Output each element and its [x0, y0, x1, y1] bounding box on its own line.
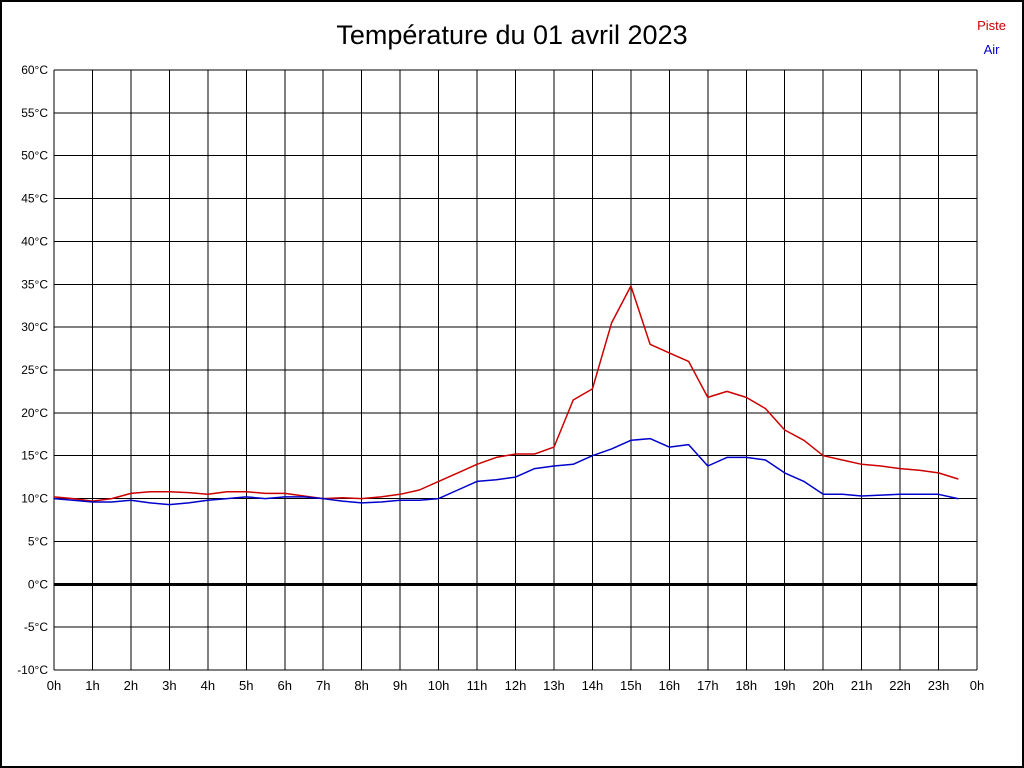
x-tick-label: 17h	[697, 678, 719, 693]
x-tick-label: 9h	[393, 678, 407, 693]
x-tick-label: 3h	[162, 678, 176, 693]
x-tick-label: 2h	[124, 678, 138, 693]
y-tick-label: -10°C	[17, 663, 48, 677]
y-tick-label: 0°C	[28, 577, 48, 591]
y-tick-label: 15°C	[21, 449, 48, 463]
y-tick-label: 30°C	[21, 320, 48, 334]
x-tick-label: 14h	[582, 678, 604, 693]
chart-title: Température du 01 avril 2023	[336, 20, 688, 50]
y-tick-label: -5°C	[24, 620, 48, 634]
x-tick-label: 21h	[851, 678, 873, 693]
x-tick-label: 6h	[278, 678, 292, 693]
legend-item-piste: Piste	[977, 18, 1006, 33]
x-tick-label: 20h	[812, 678, 834, 693]
y-tick-label: 40°C	[21, 234, 48, 248]
x-tick-label: 0h	[47, 678, 61, 693]
x-tick-label: 5h	[239, 678, 253, 693]
x-tick-label: 1h	[85, 678, 99, 693]
y-tick-label: 60°C	[21, 63, 48, 77]
x-tick-label: 18h	[735, 678, 757, 693]
x-tick-label: 12h	[505, 678, 527, 693]
x-tick-label: 4h	[201, 678, 215, 693]
x-tick-label: 10h	[428, 678, 450, 693]
y-tick-label: 10°C	[21, 492, 48, 506]
y-tick-label: 5°C	[28, 534, 48, 548]
x-tick-label: 23h	[928, 678, 950, 693]
y-tick-label: 35°C	[21, 277, 48, 291]
y-tick-label: 20°C	[21, 406, 48, 420]
x-tick-label: 15h	[620, 678, 642, 693]
x-tick-label: 13h	[543, 678, 565, 693]
x-tick-label: 19h	[774, 678, 796, 693]
series-line-air	[53, 437, 959, 506]
y-tick-label: 25°C	[21, 363, 48, 377]
y-tick-label: 45°C	[21, 192, 48, 206]
chart-legend: Piste Air	[977, 14, 1006, 62]
x-tick-label: 22h	[889, 678, 911, 693]
x-tick-label: 8h	[354, 678, 368, 693]
y-tick-label: 55°C	[21, 106, 48, 120]
y-tick-label: 50°C	[21, 149, 48, 163]
x-tick-label: 16h	[658, 678, 680, 693]
x-tick-label: 11h	[467, 678, 488, 693]
series-line-piste	[53, 285, 959, 502]
legend-item-air: Air	[983, 42, 1000, 57]
x-tick-label: 0h	[970, 678, 984, 693]
x-tick-label: 7h	[316, 678, 330, 693]
